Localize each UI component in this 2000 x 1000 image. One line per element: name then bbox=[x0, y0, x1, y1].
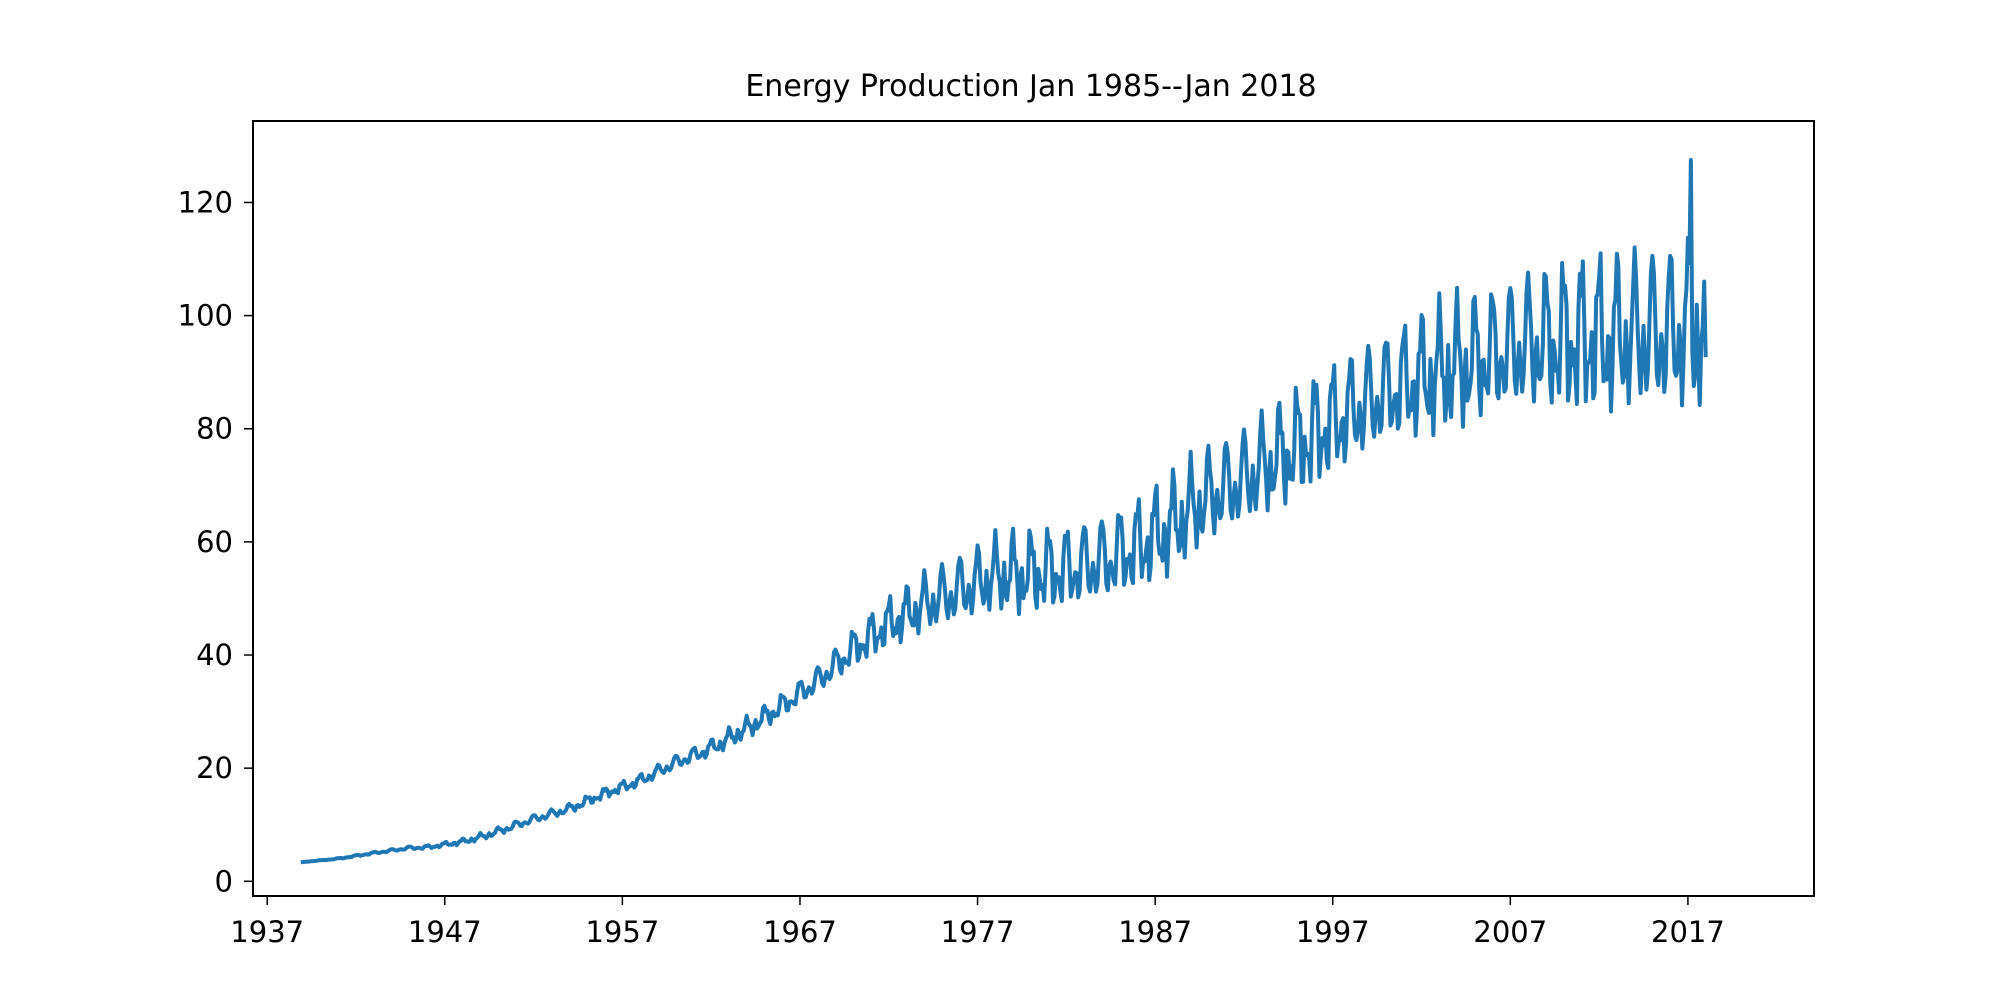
x-tick-label: 2007 bbox=[1473, 915, 1547, 949]
x-tick-label: 1997 bbox=[1296, 915, 1370, 949]
x-tick-label: 1977 bbox=[941, 915, 1015, 949]
y-tick-label: 80 bbox=[196, 412, 233, 446]
energy-production-line bbox=[300, 158, 1708, 865]
plot-area-frame bbox=[252, 120, 1815, 897]
x-tick-label: 1957 bbox=[585, 915, 659, 949]
x-tick-label: 1937 bbox=[230, 915, 304, 949]
x-axis: 1937 1947 1957 1967 1977 1987 1997 2007 2017 bbox=[230, 896, 1725, 949]
x-tick-label: 1947 bbox=[408, 915, 482, 949]
y-tick-label: 100 bbox=[178, 299, 233, 333]
chart-title: Energy Production Jan 1985--Jan 2018 bbox=[745, 69, 1316, 104]
x-tick-label: 1987 bbox=[1118, 915, 1192, 949]
y-tick-label: 40 bbox=[196, 638, 233, 672]
x-tick-label: 1967 bbox=[763, 915, 837, 949]
y-axis: 0 20 40 60 80 100 120 bbox=[178, 185, 253, 898]
x-tick-label: 2017 bbox=[1651, 915, 1725, 949]
y-tick-label: 120 bbox=[178, 185, 233, 219]
y-tick-label: 20 bbox=[196, 751, 233, 785]
y-tick-label: 0 bbox=[215, 864, 233, 898]
y-tick-label: 60 bbox=[196, 525, 233, 559]
series-layer bbox=[300, 158, 1708, 865]
